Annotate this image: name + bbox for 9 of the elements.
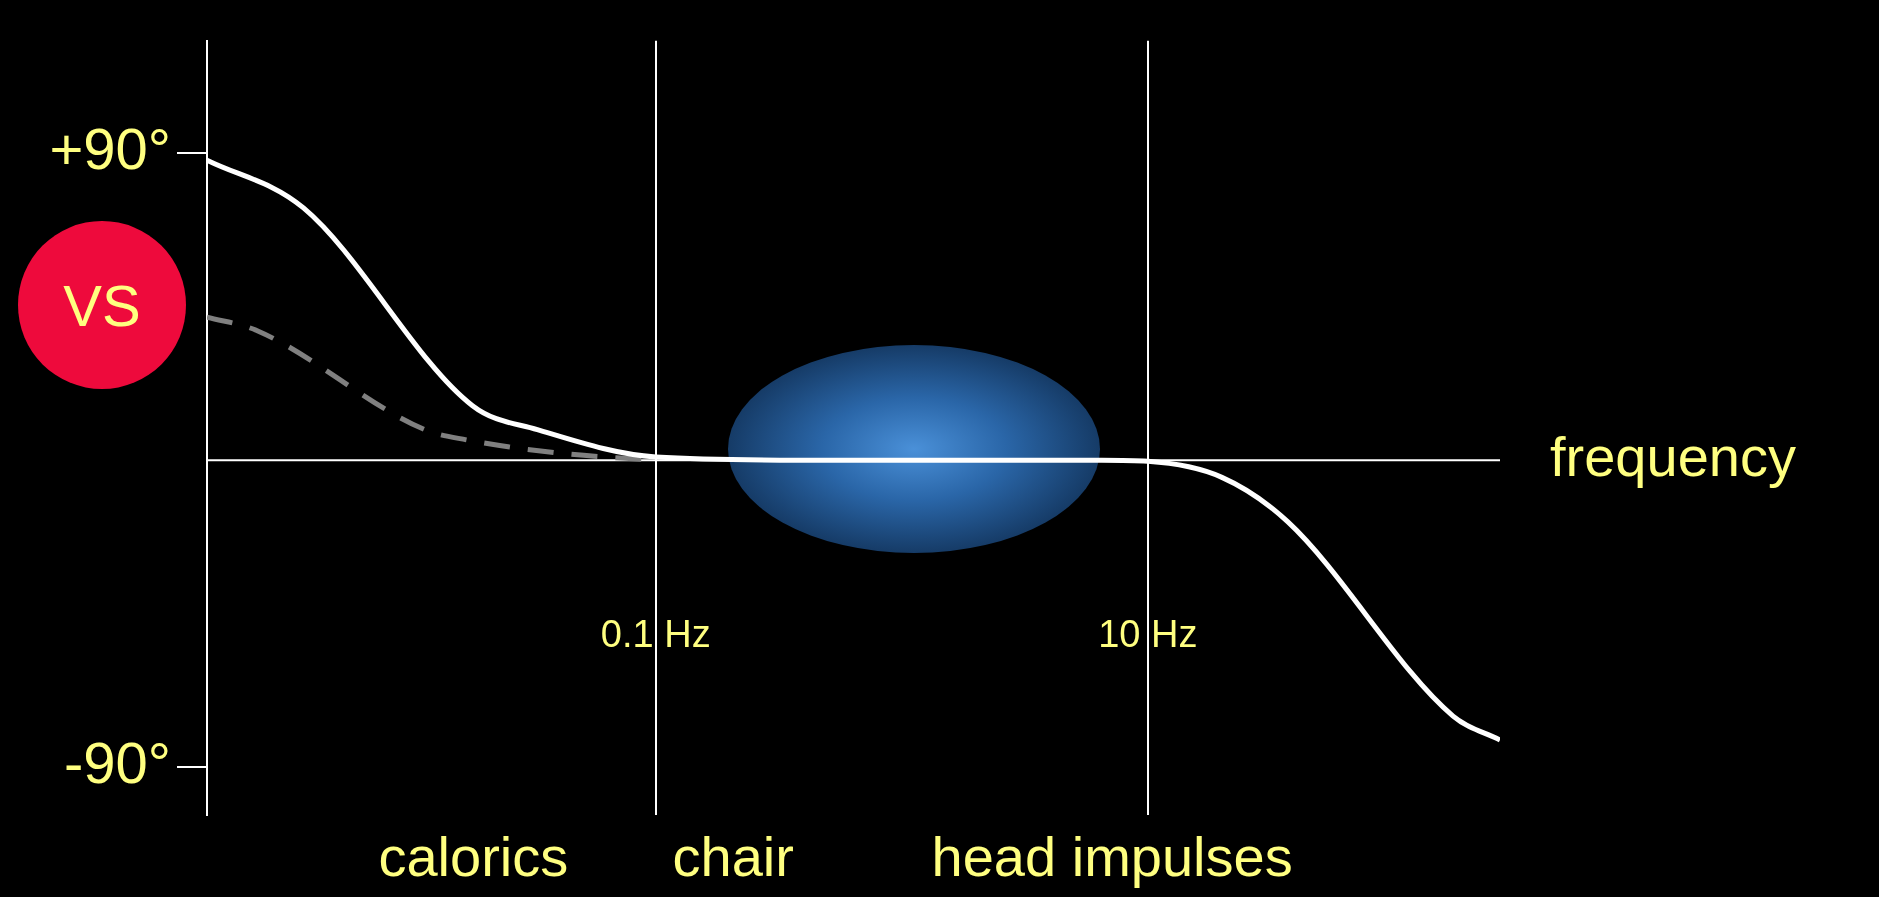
x-axis-title: frequency — [1550, 424, 1796, 488]
text: head impulses — [931, 825, 1293, 889]
x-tick-label: 0.1 Hz — [600, 613, 711, 656]
x-tick-label: 10 Hz — [1098, 613, 1198, 656]
y-tick-label: -90° — [63, 730, 171, 796]
circle-badge: VS — [18, 221, 186, 389]
y-tick-label: +90° — [49, 116, 171, 182]
text: calorics — [378, 825, 569, 889]
text: chair — [672, 825, 794, 889]
